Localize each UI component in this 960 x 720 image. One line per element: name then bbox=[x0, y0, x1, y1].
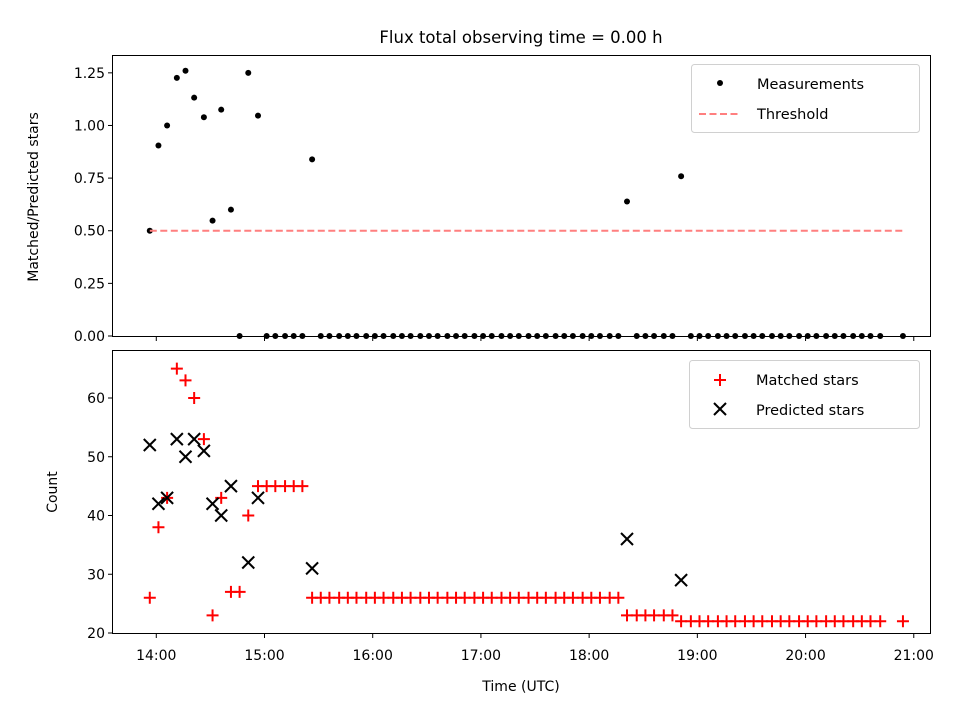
matched-stars-point bbox=[143, 591, 156, 604]
top-y-tick-label: 1.25 bbox=[74, 66, 105, 82]
bottom-y-tick-label: 40 bbox=[87, 509, 105, 525]
predicted-stars-point bbox=[251, 491, 265, 505]
bottom-axes-frame bbox=[112, 350, 931, 634]
bottom-y-axis-label: Count bbox=[45, 471, 61, 513]
bottom-plot-area bbox=[143, 362, 909, 628]
bottom-legend: Matched stars Predicted stars bbox=[689, 360, 920, 429]
measurement-point bbox=[209, 217, 216, 224]
bottom-legend-box bbox=[689, 360, 920, 429]
bottom-y-tick-label: 30 bbox=[87, 567, 105, 583]
measurement-point bbox=[245, 69, 252, 76]
predicted-stars-point bbox=[214, 508, 228, 523]
bottom-x-tick-label: 16:00 bbox=[353, 648, 393, 664]
bottom-x-tick-label: 21:00 bbox=[894, 648, 934, 664]
predicted-stars-point bbox=[305, 561, 319, 576]
bottom-x-ticks: 14:00 15:00 16:00 17:00 18:00 19:00 20:00 21:00 bbox=[136, 633, 934, 664]
matched-stars-point bbox=[206, 609, 219, 622]
top-plot-area bbox=[146, 67, 906, 339]
predicted-stars-point bbox=[241, 555, 255, 570]
predicted-stars-point bbox=[197, 444, 211, 458]
predicted-stars-point bbox=[205, 497, 220, 511]
matched-stars-point bbox=[242, 509, 255, 522]
predicted-stars-point bbox=[143, 438, 157, 452]
bottom-x-tick-label: 15:00 bbox=[244, 648, 284, 664]
predicted-stars-point bbox=[160, 491, 174, 505]
measurement-point bbox=[624, 198, 631, 205]
top-y-tick-label: 0.50 bbox=[74, 224, 105, 240]
bottom-y-ticks: 20 30 40 50 60 bbox=[87, 391, 113, 642]
bottom-panel: Count Time (UTC) 20 30 40 50 60 14:00 15:00 16… bbox=[45, 350, 934, 695]
predicted-stars-point bbox=[151, 497, 166, 511]
measurement-point bbox=[678, 173, 685, 180]
predicted-stars-point bbox=[178, 450, 193, 464]
matched-stars-point bbox=[233, 585, 246, 598]
predicted-stars-point bbox=[170, 432, 184, 446]
top-y-axis-label: Matched/Predicted stars bbox=[26, 112, 42, 282]
legend-measurements-marker bbox=[717, 80, 723, 86]
predicted-stars-point bbox=[224, 479, 238, 493]
bottom-y-tick-label: 20 bbox=[87, 626, 105, 642]
top-y-tick-label: 0.25 bbox=[74, 276, 105, 292]
measurement-point bbox=[218, 106, 225, 113]
matched-stars-point bbox=[896, 615, 909, 628]
measurement-point bbox=[309, 156, 316, 163]
matched-stars-point bbox=[170, 362, 183, 375]
legend-matched-marker bbox=[714, 374, 726, 386]
measurement-point bbox=[173, 74, 180, 81]
legend-threshold-label: Threshold bbox=[756, 107, 828, 123]
matched-stars-point bbox=[197, 433, 210, 446]
bottom-x-tick-label: 19:00 bbox=[677, 648, 717, 664]
measurement-point bbox=[255, 112, 262, 119]
top-legend-box bbox=[691, 64, 920, 133]
bottom-y-tick-label: 60 bbox=[87, 391, 105, 407]
legend-predicted-marker bbox=[713, 402, 727, 416]
bottom-y-tick-label: 50 bbox=[87, 450, 105, 466]
top-panel: Flux total observing time = 0.00 h Match… bbox=[26, 28, 931, 345]
matched-stars-point bbox=[612, 591, 625, 604]
bottom-x-tick-label: 14:00 bbox=[136, 648, 176, 664]
top-legend: Measurements Threshold bbox=[691, 64, 920, 133]
measurement-point bbox=[191, 94, 198, 101]
top-axes-frame bbox=[112, 55, 931, 337]
bottom-x-tick-label: 20:00 bbox=[785, 648, 825, 664]
matched-stars-point bbox=[666, 609, 679, 622]
matched-stars-point bbox=[874, 615, 887, 628]
top-chart-title: Flux total observing time = 0.00 h bbox=[379, 28, 662, 47]
matched-stars-point bbox=[188, 392, 201, 404]
legend-matched-label: Matched stars bbox=[756, 373, 859, 389]
measurement-point bbox=[227, 206, 234, 213]
predicted-stars-point bbox=[187, 432, 201, 446]
matched-stars-point bbox=[296, 480, 309, 493]
measurement-point bbox=[200, 114, 207, 121]
top-y-ticks: 0.00 0.25 0.50 0.75 1.00 1.25 bbox=[74, 66, 113, 345]
measurement-point bbox=[164, 122, 171, 129]
top-y-tick-label: 0.00 bbox=[74, 329, 105, 345]
measurement-point bbox=[155, 142, 162, 149]
bottom-x-axis-label: Time (UTC) bbox=[481, 679, 559, 695]
matched-stars-point bbox=[179, 374, 192, 387]
top-y-tick-label: 1.00 bbox=[74, 118, 105, 134]
legend-predicted-label: Predicted stars bbox=[756, 403, 864, 419]
matched-stars-point bbox=[152, 521, 165, 534]
measurement-point bbox=[182, 67, 189, 74]
predicted-stars-point bbox=[620, 532, 634, 546]
top-y-tick-label: 0.75 bbox=[74, 171, 105, 187]
bottom-x-tick-label: 18:00 bbox=[569, 648, 609, 664]
legend-measurements-label: Measurements bbox=[757, 77, 864, 93]
predicted-stars-point bbox=[674, 573, 688, 587]
bottom-x-tick-label: 17:00 bbox=[461, 648, 501, 664]
